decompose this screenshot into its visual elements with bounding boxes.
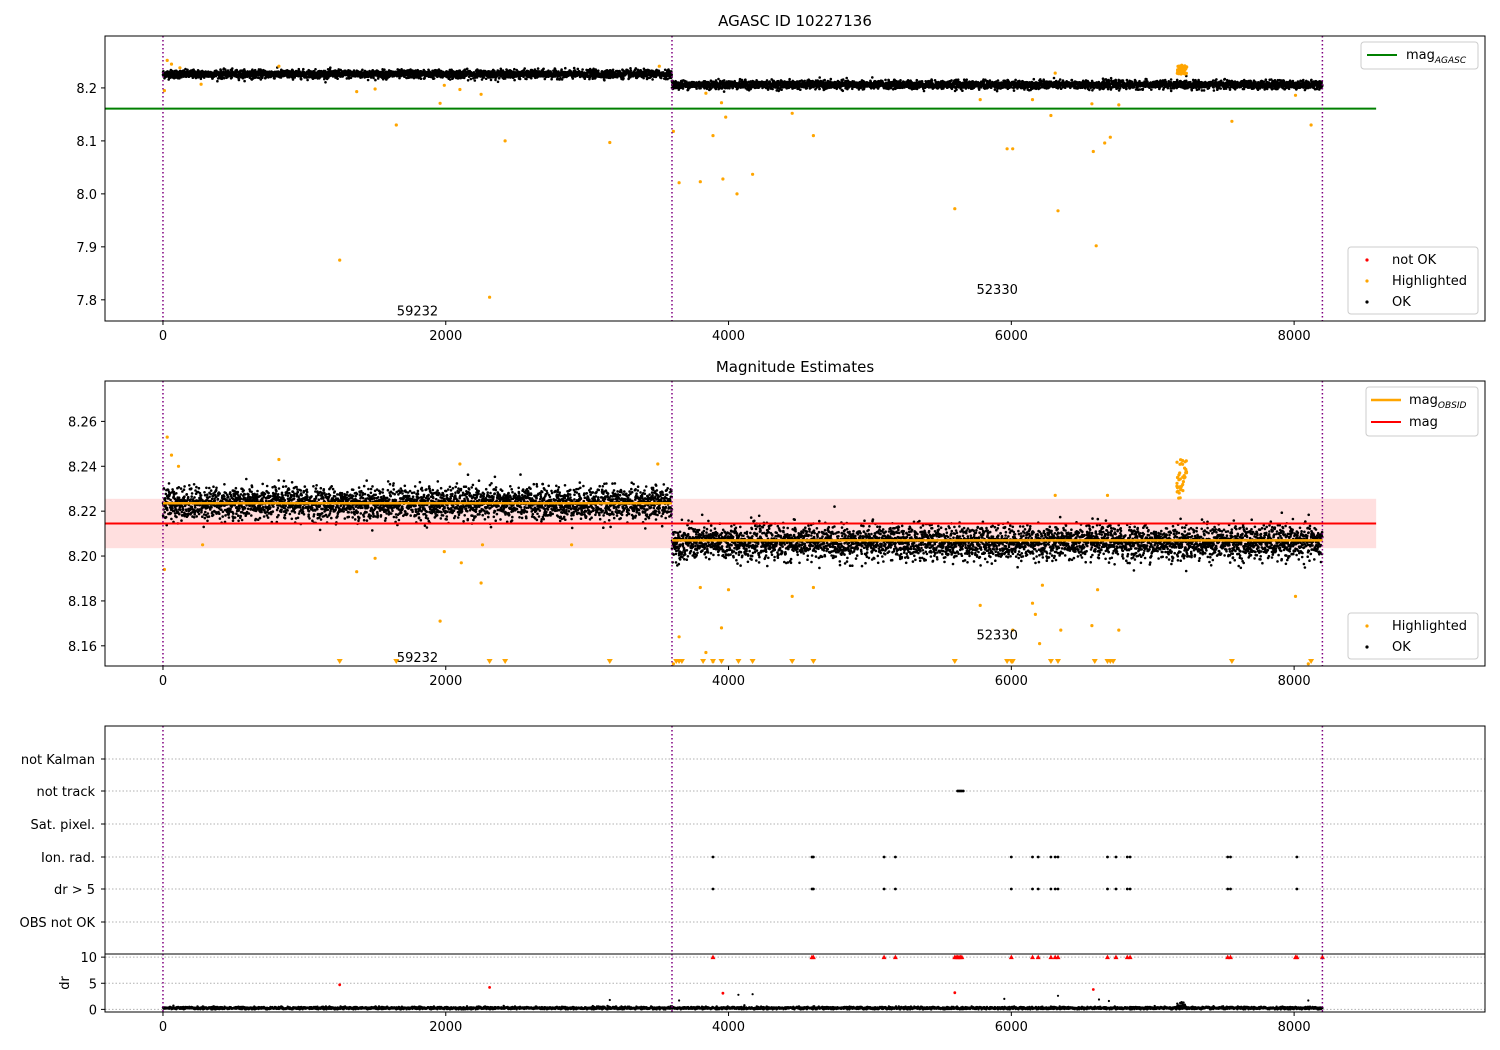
- ok-point: [523, 67, 526, 70]
- ok-point: [243, 79, 246, 83]
- ok-point: [823, 78, 826, 82]
- ok-point: [780, 88, 783, 91]
- ok-point: [306, 78, 309, 82]
- ok-point: [419, 77, 423, 80]
- ok-point: [803, 79, 806, 83]
- ok-point: [542, 67, 545, 71]
- ok-point: [237, 78, 241, 82]
- ok-point: [818, 87, 821, 91]
- ok-point: [432, 77, 436, 80]
- ok-point: [518, 77, 522, 81]
- ok-point: [261, 76, 264, 80]
- ok-point: [374, 78, 377, 82]
- ok-point: [550, 77, 553, 81]
- ok-point: [178, 77, 181, 80]
- ok-point: [572, 66, 576, 70]
- ok-point: [369, 76, 373, 79]
- ok-point: [231, 67, 234, 70]
- ok-point: [884, 78, 887, 82]
- ok-point: [302, 67, 305, 71]
- ok-point: [922, 89, 926, 93]
- agasc-panel: AGASC ID 10227136 0 2000 4000 6000 80007.87.…: [76, 12, 1486, 344]
- ok-point: [788, 77, 791, 81]
- ok-point: [469, 77, 473, 81]
- ok-point: [513, 78, 516, 82]
- ok-point: [845, 76, 848, 80]
- ok-point: [930, 79, 934, 83]
- ok-point: [695, 87, 698, 90]
- ok-point: [670, 73, 673, 77]
- ok-point: [496, 80, 500, 84]
- ok-point: [314, 68, 317, 71]
- ok-point: [560, 68, 563, 71]
- ok-point: [629, 69, 633, 72]
- ok-point: [324, 81, 327, 84]
- ok-point: [473, 79, 477, 82]
- ok-point: [722, 90, 726, 93]
- agasc-panel-title: AGASC ID 10227136: [718, 12, 872, 30]
- ok-point: [216, 79, 219, 83]
- ok-point: [571, 77, 575, 80]
- ok-point: [722, 79, 726, 82]
- ok-point: [829, 77, 833, 81]
- ok-point: [372, 76, 375, 80]
- ok-point: [366, 78, 370, 82]
- ok-point: [651, 78, 654, 81]
- ok-point: [597, 69, 600, 72]
- ok-point: [489, 78, 493, 82]
- ok-point: [799, 88, 802, 91]
- ok-point: [603, 79, 606, 82]
- ok-point: [660, 76, 663, 80]
- agasc-data-points: [105, 36, 1377, 321]
- ok-point: [222, 76, 226, 80]
- ok-point: [513, 67, 516, 71]
- ok-point: [717, 77, 720, 81]
- ok-point: [622, 77, 625, 80]
- ok-point: [818, 76, 821, 79]
- ok-point: [466, 79, 470, 82]
- ok-point: [681, 87, 685, 90]
- ok-point: [494, 78, 497, 82]
- ok-point: [536, 67, 540, 70]
- ok-point: [383, 68, 386, 71]
- ok-point: [871, 76, 874, 79]
- ok-point: [162, 70, 165, 73]
- ok-point: [184, 67, 187, 71]
- ok-point: [230, 76, 234, 79]
- ok-point: [841, 78, 845, 81]
- ok-point: [484, 77, 488, 80]
- ok-point: [915, 78, 919, 82]
- ok-point: [841, 89, 845, 93]
- ok-point: [564, 66, 567, 70]
- ok-point: [766, 88, 770, 91]
- ok-point: [180, 75, 183, 79]
- ok-point: [576, 67, 580, 71]
- ok-point: [196, 69, 200, 72]
- ok-point: [336, 77, 339, 80]
- ok-point: [581, 68, 584, 71]
- agasc-plot-area: [105, 36, 1377, 321]
- ok-point: [273, 77, 276, 80]
- ok-point: [299, 78, 303, 81]
- ok-point: [465, 67, 469, 71]
- ok-point: [186, 68, 189, 72]
- ok-point: [329, 66, 332, 69]
- ok-point: [361, 68, 364, 72]
- ok-point: [899, 79, 902, 82]
- ok-point: [291, 78, 295, 81]
